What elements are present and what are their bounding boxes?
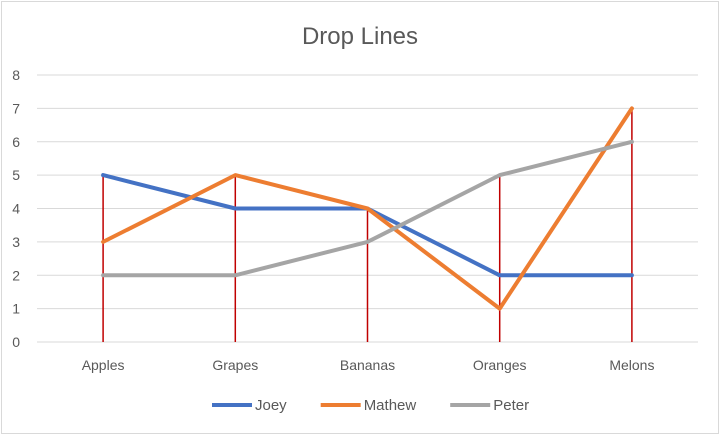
y-tick-label-2: 2: [12, 267, 20, 283]
y-tick-label-6: 6: [12, 134, 20, 150]
x-tick-label-apples: Apples: [82, 357, 125, 373]
legend-label-joey: Joey: [255, 397, 287, 414]
series-lines: [101, 106, 634, 311]
legend-label-mathew: Mathew: [364, 397, 417, 414]
y-tick-label-1: 1: [12, 301, 20, 317]
x-tick-label-grapes: Grapes: [212, 357, 258, 373]
series-line-mathew[interactable]: [101, 106, 634, 311]
chart-title: Drop Lines: [302, 23, 418, 50]
legend[interactable]: Joey Mathew Peter: [212, 397, 529, 414]
series-line-peter[interactable]: [101, 139, 634, 278]
x-tick-label-bananas: Bananas: [340, 357, 395, 373]
legend-item-peter[interactable]: Peter: [450, 397, 529, 414]
x-axis-tick-labels: Apples Grapes Bananas Oranges Melons: [82, 357, 655, 373]
x-tick-label-melons: Melons: [609, 357, 654, 373]
legend-label-peter: Peter: [493, 397, 529, 414]
y-tick-label-7: 7: [12, 100, 20, 116]
legend-item-joey[interactable]: Joey: [212, 397, 287, 414]
y-tick-label-8: 8: [12, 67, 20, 83]
y-axis-tick-labels: 0 1 2 3 4 5 6 7 8: [12, 67, 20, 350]
y-tick-label-3: 3: [12, 234, 20, 250]
y-tick-label-5: 5: [12, 167, 20, 183]
legend-item-mathew[interactable]: Mathew: [320, 397, 417, 414]
x-tick-label-oranges: Oranges: [473, 357, 527, 373]
y-tick-label-4: 4: [12, 201, 20, 217]
y-tick-label-0: 0: [12, 334, 20, 350]
drop-lines: [102, 108, 633, 342]
